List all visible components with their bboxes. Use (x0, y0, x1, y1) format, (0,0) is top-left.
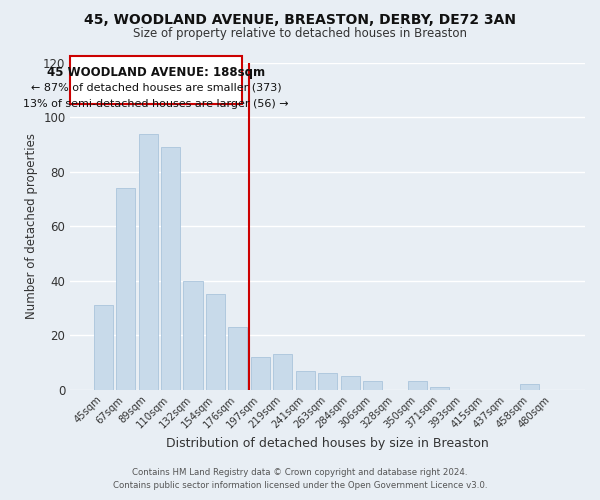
Bar (318, 373, 337, 390)
Bar (116, 188, 135, 390)
Bar (296, 370, 315, 390)
X-axis label: Distribution of detached houses by size in Breaston: Distribution of detached houses by size … (166, 437, 489, 450)
FancyBboxPatch shape (70, 56, 242, 104)
Bar (430, 387, 449, 390)
Bar (251, 357, 270, 390)
Bar (520, 384, 539, 390)
Text: Size of property relative to detached houses in Breaston: Size of property relative to detached ho… (133, 28, 467, 40)
Bar (341, 376, 359, 390)
Bar (206, 294, 225, 390)
Bar (161, 147, 180, 390)
Bar (229, 327, 247, 390)
Text: Contains HM Land Registry data © Crown copyright and database right 2024.
Contai: Contains HM Land Registry data © Crown c… (113, 468, 487, 490)
Text: 45 WOODLAND AVENUE: 188sqm: 45 WOODLAND AVENUE: 188sqm (47, 66, 265, 79)
Bar (273, 354, 292, 390)
Bar (408, 382, 427, 390)
Bar (363, 382, 382, 390)
Text: 13% of semi-detached houses are larger (56) →: 13% of semi-detached houses are larger (… (23, 98, 289, 108)
Bar (184, 280, 203, 390)
Y-axis label: Number of detached properties: Number of detached properties (25, 133, 38, 319)
Text: 45, WOODLAND AVENUE, BREASTON, DERBY, DE72 3AN: 45, WOODLAND AVENUE, BREASTON, DERBY, DE… (84, 12, 516, 26)
Bar (94, 305, 113, 390)
Text: ← 87% of detached houses are smaller (373): ← 87% of detached houses are smaller (37… (31, 82, 281, 92)
Bar (139, 134, 158, 390)
